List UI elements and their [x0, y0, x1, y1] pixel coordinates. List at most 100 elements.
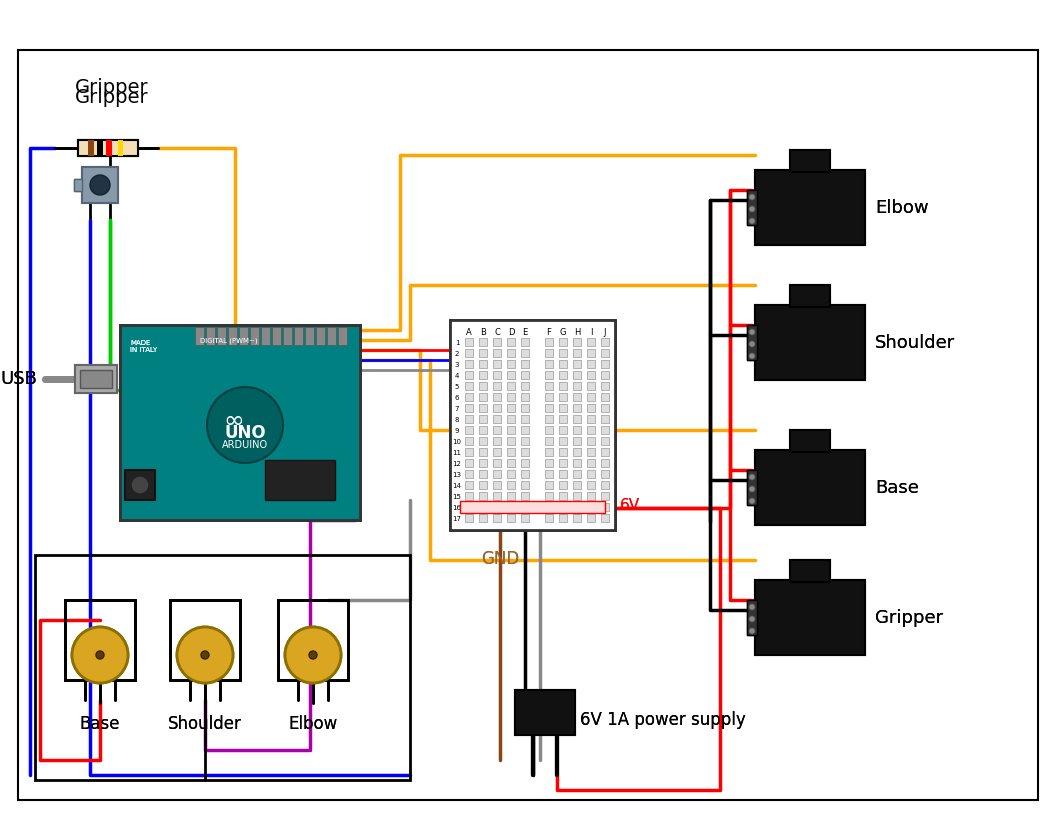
Bar — [545, 371, 553, 379]
Bar — [545, 470, 553, 478]
Bar — [587, 492, 595, 500]
Circle shape — [316, 458, 320, 462]
Bar — [587, 338, 595, 346]
Bar — [587, 393, 595, 401]
Circle shape — [749, 194, 755, 200]
Bar — [88, 140, 94, 156]
Bar — [65, 600, 135, 680]
Text: Base: Base — [80, 715, 120, 733]
Bar — [521, 426, 529, 434]
Bar — [573, 492, 581, 500]
Circle shape — [749, 486, 755, 492]
Bar — [479, 481, 487, 489]
Text: I: I — [589, 328, 592, 337]
Bar — [493, 481, 501, 489]
Bar — [465, 349, 473, 357]
Bar — [559, 492, 567, 500]
Bar — [747, 470, 757, 505]
Bar — [507, 415, 515, 423]
Circle shape — [96, 651, 103, 659]
Bar — [521, 382, 529, 390]
Circle shape — [296, 498, 300, 502]
Bar — [545, 371, 553, 379]
Bar — [479, 338, 487, 346]
Text: USB: USB — [0, 370, 37, 388]
Bar — [559, 481, 567, 489]
Bar — [587, 382, 595, 390]
Text: E: E — [523, 328, 528, 337]
Bar — [106, 140, 112, 156]
Circle shape — [749, 628, 755, 634]
Bar — [573, 360, 581, 368]
Bar — [559, 415, 567, 423]
Circle shape — [749, 329, 755, 335]
Bar — [587, 404, 595, 412]
Text: 7: 7 — [455, 406, 459, 412]
Text: Elbow: Elbow — [875, 199, 928, 217]
Bar — [755, 170, 865, 245]
Text: 4: 4 — [455, 373, 459, 379]
Bar — [790, 560, 830, 582]
Bar — [507, 349, 515, 357]
Text: G: G — [560, 328, 566, 337]
Bar — [573, 470, 581, 478]
Bar — [755, 580, 865, 655]
Bar — [559, 382, 567, 390]
Bar — [521, 349, 529, 357]
Bar — [755, 580, 865, 655]
Bar — [559, 426, 567, 434]
Bar — [493, 459, 501, 467]
Bar — [573, 338, 581, 346]
Circle shape — [749, 616, 755, 622]
Circle shape — [749, 498, 755, 504]
Bar — [790, 285, 830, 307]
Bar — [601, 404, 609, 412]
Bar — [545, 393, 553, 401]
Bar — [125, 470, 155, 500]
Bar — [493, 371, 501, 379]
Bar — [479, 426, 487, 434]
Circle shape — [309, 651, 317, 659]
Bar — [479, 503, 487, 511]
Bar — [507, 448, 515, 456]
Circle shape — [201, 651, 209, 659]
Text: 2: 2 — [455, 351, 459, 357]
Bar — [97, 140, 103, 156]
Bar — [601, 371, 609, 379]
Text: D: D — [508, 328, 514, 337]
Bar — [587, 437, 595, 445]
Bar — [587, 415, 595, 423]
Bar — [573, 459, 581, 467]
Bar — [250, 500, 259, 518]
Bar — [465, 470, 473, 478]
Text: DIGITAL (PWM~): DIGITAL (PWM~) — [200, 337, 258, 344]
Bar — [521, 481, 529, 489]
Bar — [507, 503, 515, 511]
Bar — [493, 382, 501, 390]
Bar — [305, 327, 314, 345]
Circle shape — [207, 387, 283, 463]
Bar — [239, 327, 248, 345]
Bar — [493, 404, 501, 412]
Bar — [338, 327, 347, 345]
Bar — [465, 338, 473, 346]
Bar — [587, 492, 595, 500]
Bar — [587, 503, 595, 511]
Circle shape — [286, 498, 290, 502]
Bar — [545, 481, 553, 489]
Bar — [587, 448, 595, 456]
Bar — [106, 140, 112, 156]
Bar — [210, 500, 219, 518]
Text: GND: GND — [480, 550, 520, 568]
Bar — [755, 305, 865, 380]
Circle shape — [749, 218, 755, 224]
Bar — [507, 404, 515, 412]
Bar — [316, 327, 325, 345]
Circle shape — [749, 353, 755, 359]
Circle shape — [296, 458, 300, 462]
Text: 11: 11 — [453, 450, 461, 456]
Bar — [327, 327, 336, 345]
Circle shape — [276, 458, 280, 462]
Text: 12: 12 — [453, 461, 461, 467]
Circle shape — [749, 206, 755, 212]
